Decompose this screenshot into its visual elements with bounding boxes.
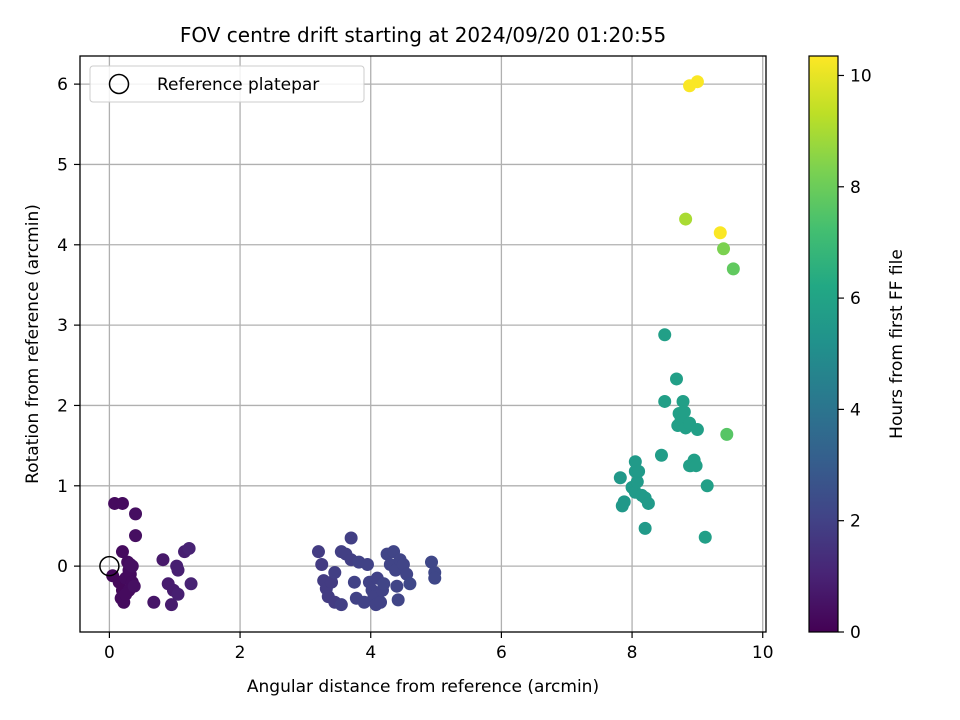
- scatter-point: [632, 464, 646, 478]
- scatter-point: [658, 328, 672, 342]
- scatter-point: [690, 75, 704, 89]
- scatter-point: [658, 394, 672, 408]
- scatter-point: [184, 577, 198, 591]
- scatter-point: [617, 495, 631, 509]
- scatter-point: [129, 529, 143, 543]
- scatter-point: [391, 593, 405, 607]
- scatter-point: [428, 571, 442, 585]
- y-tick-label: 0: [57, 557, 68, 577]
- scatter-point: [377, 577, 391, 591]
- reference-platepar-marker: [99, 555, 120, 577]
- scatter-point: [344, 531, 358, 545]
- scatter-point: [403, 577, 417, 591]
- y-tick-label: 3: [57, 316, 68, 336]
- colorbar: 0 2 4 6 8 10 Hours from first FF file: [808, 55, 907, 643]
- scatter-point: [315, 558, 329, 572]
- colorbar-label: Hours from first FF file: [887, 249, 907, 439]
- colorbar-tick-label: 10: [850, 66, 872, 86]
- colorbar-tick-label: 4: [850, 400, 861, 420]
- scatter-point: [690, 423, 704, 437]
- scatter-point: [424, 555, 438, 569]
- scatter-point: [328, 566, 342, 580]
- scatter-point: [713, 226, 727, 240]
- scatter-point: [170, 559, 184, 573]
- scatter-point: [717, 242, 731, 256]
- scatter-point: [641, 496, 655, 510]
- scatter-point: [311, 545, 325, 559]
- scatter-point: [669, 372, 683, 386]
- scatter-point: [115, 545, 129, 559]
- colorbar-ticks: 0 2 4 6 8 10: [838, 66, 872, 643]
- scatter-point: [390, 579, 404, 593]
- grid-lines: [80, 56, 766, 632]
- colorbar-tick-label: 0: [850, 623, 861, 643]
- y-tick-label: 1: [57, 477, 68, 497]
- colorbar-tick-label: 8: [850, 178, 861, 198]
- scatter-point: [123, 558, 137, 572]
- scatter-point: [347, 575, 361, 589]
- legend-label: Reference platepar: [157, 75, 319, 95]
- x-tick-label: 4: [365, 643, 376, 663]
- scatter-point: [726, 262, 740, 276]
- scatter-point: [689, 459, 703, 473]
- x-tick-label: 8: [627, 643, 638, 663]
- scatter-point: [676, 394, 690, 408]
- plot-area-frame: [79, 55, 767, 633]
- colorbar-gradient: [808, 55, 839, 633]
- scatter-point: [171, 587, 185, 601]
- scatter-point: [115, 496, 129, 510]
- x-tick-label: 0: [104, 643, 115, 663]
- scatter-point: [147, 595, 161, 609]
- scatter-point: [164, 598, 178, 612]
- axis-ticks: 0 2 4 6 8 10 0 1 2 3 4 5 6: [57, 75, 773, 663]
- reference-marker-icon: [108, 73, 130, 95]
- scatter-point: [374, 595, 388, 609]
- scatter-point: [613, 471, 627, 485]
- x-tick-label: 6: [496, 643, 507, 663]
- scatter-point: [182, 541, 196, 555]
- legend-box: [89, 65, 365, 103]
- x-axis-label: Angular distance from reference (arcmin): [247, 677, 599, 697]
- scatter-point: [360, 558, 374, 572]
- y-axis-label: Rotation from reference (arcmin): [23, 204, 43, 484]
- x-tick-label: 2: [235, 643, 246, 663]
- colorbar-tick-label: 2: [850, 512, 861, 532]
- scatter-point: [700, 479, 714, 493]
- colorbar-tick-label: 6: [850, 289, 861, 309]
- scatter-point: [357, 595, 371, 609]
- scatter-point: [334, 598, 348, 612]
- scatter-point: [720, 427, 734, 441]
- scatter-point: [630, 475, 644, 489]
- legend: Reference platepar: [89, 65, 365, 103]
- scatter-point: [638, 521, 652, 535]
- scatter-point: [127, 579, 141, 593]
- y-tick-label: 4: [57, 236, 68, 256]
- scatter-point: [156, 553, 170, 567]
- scatter-point: [698, 530, 712, 544]
- scatter-point: [129, 507, 143, 521]
- scatter-point: [119, 587, 133, 601]
- scatter-point: [679, 212, 693, 226]
- scatter-point: [654, 448, 668, 462]
- scatter-point: [677, 405, 691, 419]
- y-tick-label: 2: [57, 396, 68, 416]
- y-tick-label: 6: [57, 75, 68, 95]
- x-tick-label: 10: [752, 643, 774, 663]
- y-tick-label: 5: [57, 155, 68, 175]
- chart-title: FOV centre drift starting at 2024/09/20 …: [180, 23, 666, 47]
- data-points: [99, 75, 740, 612]
